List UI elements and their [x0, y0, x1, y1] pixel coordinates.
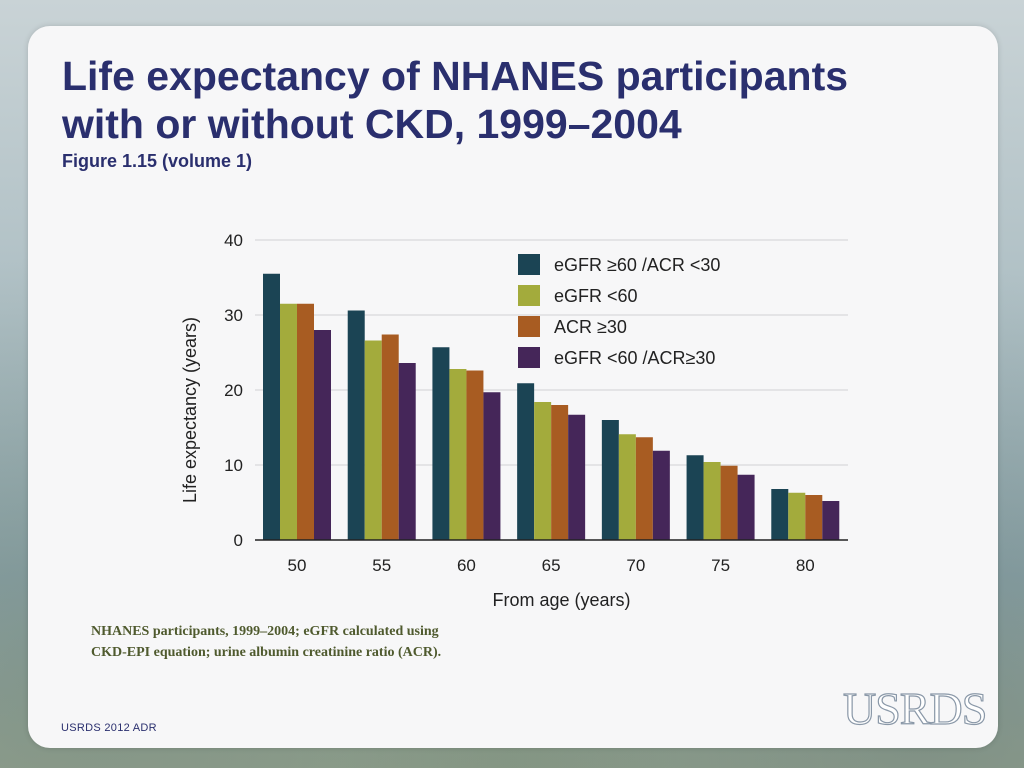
figure-subtitle: Figure 1.15 (volume 1): [62, 151, 253, 171]
legend-swatch: [518, 316, 540, 337]
bar: [720, 465, 738, 540]
bar: [601, 420, 619, 540]
legend-label: eGFR <60 /ACR≥30: [554, 348, 715, 368]
y-tick-label: 40: [224, 231, 243, 250]
bar: [568, 414, 586, 540]
bar: [347, 310, 365, 540]
bar: [381, 334, 399, 540]
bar: [297, 303, 314, 540]
bar: [398, 363, 416, 540]
y-tick-label: 10: [224, 456, 243, 475]
title-line-2: with or without CKD, 1999–2004: [62, 101, 682, 147]
x-tick-label: 55: [372, 556, 391, 575]
y-tick-label: 30: [224, 306, 243, 325]
bar: [805, 495, 823, 540]
bar: [280, 303, 297, 540]
bar: [822, 501, 840, 540]
y-axis-title: Life expectancy (years): [180, 317, 200, 503]
caption-line-1: NHANES participants, 1999–2004; eGFR cal…: [91, 624, 439, 639]
slide-title: Life expectancy of NHANES participants w…: [62, 52, 962, 148]
legend-swatch: [518, 254, 540, 275]
x-tick-label: 50: [288, 556, 307, 575]
bar-chart: 0 10 20 30 40 50 55 60 65 70 75 80 From age (years) L…: [180, 231, 848, 610]
usrds-logo: USRDS: [842, 682, 988, 734]
bar: [737, 474, 755, 540]
legend-label: eGFR ≥60 /ACR <30: [554, 255, 720, 275]
bar: [652, 450, 670, 540]
slide-panel: [28, 26, 998, 748]
y-tick-label: 20: [224, 381, 243, 400]
bar: [771, 489, 789, 540]
x-axis-title: From age (years): [492, 590, 630, 610]
bar: [483, 392, 501, 540]
x-tick-label: 60: [457, 556, 476, 575]
legend-label: eGFR <60: [554, 286, 638, 306]
bar: [263, 273, 280, 540]
x-tick-label: 70: [626, 556, 645, 575]
bar: [703, 462, 721, 540]
x-tick-label: 80: [796, 556, 815, 575]
bar: [449, 369, 467, 540]
bar: [788, 492, 806, 540]
bar: [618, 434, 636, 540]
bar: [314, 330, 331, 540]
bar: [432, 347, 450, 540]
bar: [517, 383, 535, 540]
bar: [686, 455, 704, 540]
legend-swatch: [518, 347, 540, 368]
bar: [466, 370, 484, 540]
legend-swatch: [518, 285, 540, 306]
footer-source: USRDS 2012 ADR: [61, 722, 157, 734]
bar: [635, 437, 653, 540]
caption-line-2: CKD-EPI equation; urine albumin creatini…: [91, 645, 442, 660]
y-tick-label: 0: [234, 531, 243, 550]
bar: [534, 402, 552, 540]
chart-caption: NHANES participants, 1999–2004; eGFR cal…: [91, 621, 561, 663]
bar: [364, 340, 382, 540]
x-tick-label: 75: [711, 556, 730, 575]
bar: [551, 405, 569, 540]
legend-label: ACR ≥30: [554, 317, 627, 337]
x-tick-label: 65: [542, 556, 561, 575]
title-line-1: Life expectancy of NHANES participants: [62, 53, 849, 99]
